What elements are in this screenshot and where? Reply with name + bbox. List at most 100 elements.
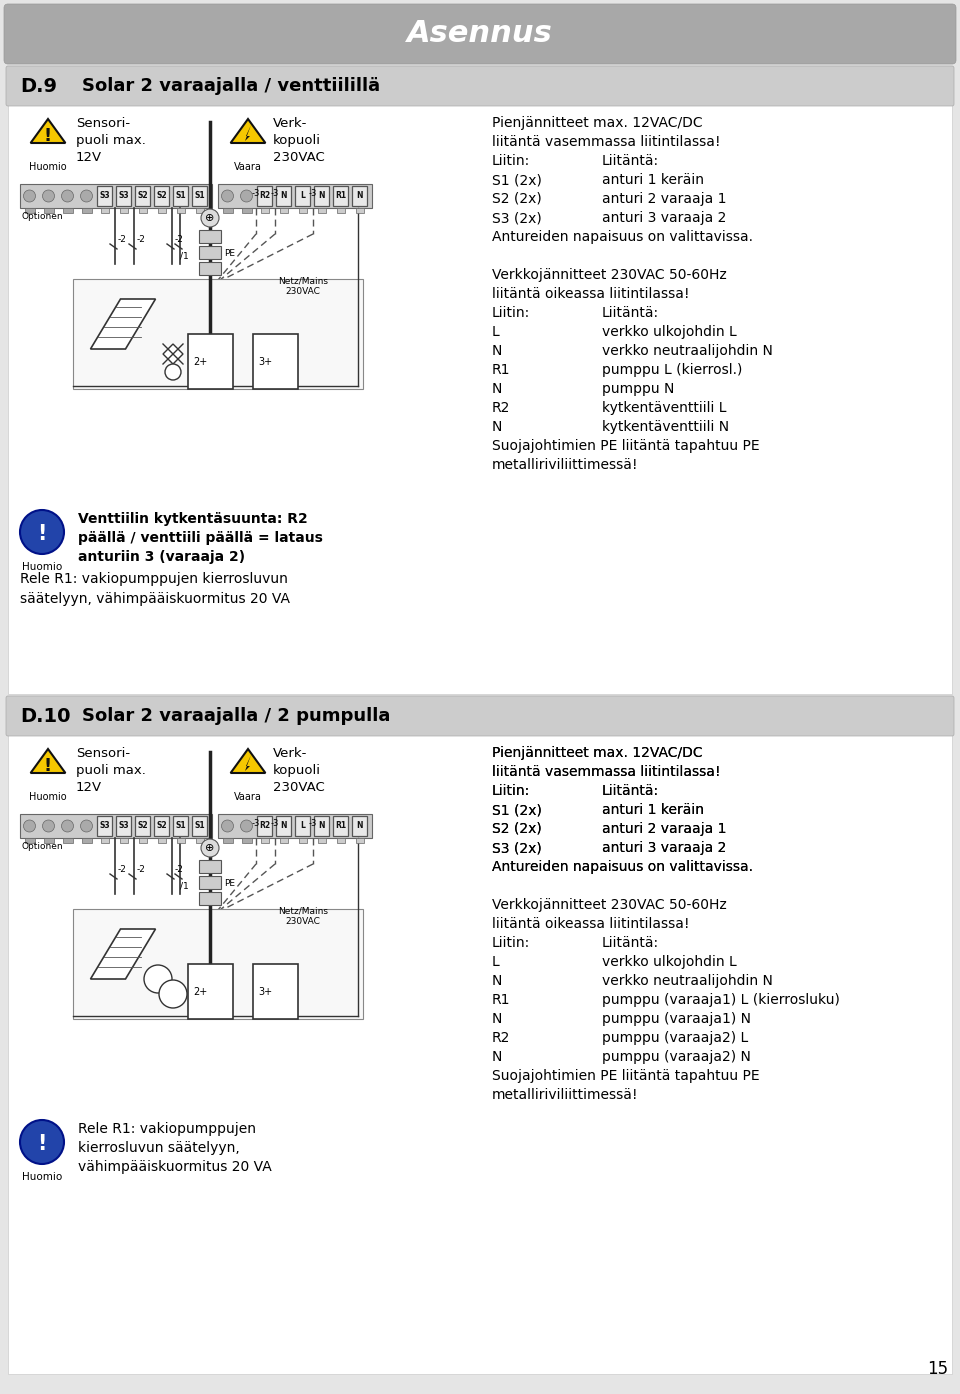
Text: !: ! [44, 757, 52, 775]
Text: N: N [319, 191, 324, 201]
Bar [352, 185, 367, 206]
Text: liitäntä vasemmassa liitintilassa!: liitäntä vasemmassa liitintilassa! [492, 765, 721, 779]
Bar [199, 262, 221, 275]
Text: Vaara: Vaara [234, 792, 262, 802]
Circle shape [222, 190, 233, 202]
Polygon shape [31, 749, 65, 774]
Text: L: L [300, 191, 305, 201]
Text: N: N [319, 821, 324, 831]
Circle shape [144, 965, 172, 993]
Text: R2: R2 [259, 191, 270, 201]
Text: S3: S3 [99, 821, 109, 831]
Text: -3: -3 [309, 820, 317, 828]
Circle shape [81, 820, 92, 832]
Circle shape [81, 190, 92, 202]
Circle shape [222, 820, 233, 832]
Text: S1 (2x): S1 (2x) [492, 173, 541, 187]
Text: Optionen: Optionen [22, 842, 63, 850]
Circle shape [42, 190, 55, 202]
Bar [173, 815, 188, 836]
Bar [82, 838, 91, 843]
Bar [295, 815, 310, 836]
Text: S1: S1 [194, 821, 204, 831]
Bar [192, 185, 207, 206]
Bar [135, 815, 150, 836]
Text: pumppu (varaaja2) L: pumppu (varaaja2) L [602, 1032, 748, 1046]
Bar [43, 838, 54, 843]
Polygon shape [163, 344, 183, 364]
Text: kierrosluvun säätelyyn,: kierrosluvun säätelyyn, [78, 1142, 240, 1156]
Text: N: N [280, 191, 287, 201]
FancyBboxPatch shape [6, 696, 954, 736]
Bar [257, 185, 272, 206]
Text: -2: -2 [137, 864, 146, 874]
Text: anturi 1 keräin: anturi 1 keräin [602, 803, 704, 817]
Text: L: L [492, 325, 500, 339]
Text: -3: -3 [271, 820, 279, 828]
Bar [333, 185, 348, 206]
Text: pumppu (varaaja1) N: pumppu (varaaja1) N [602, 1012, 751, 1026]
Bar [199, 875, 221, 889]
Text: S2 (2x): S2 (2x) [492, 822, 541, 836]
Bar [188, 965, 233, 1019]
Text: säätelyyn, vähimpääiskuormitus 20 VA: säätelyyn, vähimpääiskuormitus 20 VA [20, 592, 290, 606]
Text: anturi 3 varaaja 2: anturi 3 varaaja 2 [602, 841, 727, 855]
Bar [199, 245, 221, 259]
Text: pumppu (varaaja1) L (kierrosluku): pumppu (varaaja1) L (kierrosluku) [602, 993, 840, 1006]
Text: PE: PE [224, 250, 235, 258]
Text: anturi 3 varaaja 2: anturi 3 varaaja 2 [602, 210, 727, 224]
Bar [337, 838, 345, 843]
Bar [318, 838, 325, 843]
Circle shape [165, 364, 181, 381]
Bar [8, 735, 952, 1374]
Text: Antureiden napaisuus on valittavissa.: Antureiden napaisuus on valittavissa. [492, 860, 753, 874]
Text: S1: S1 [175, 821, 186, 831]
Text: Solar 2 varaajalla / 2 pumpulla: Solar 2 varaajalla / 2 pumpulla [82, 707, 391, 725]
Text: Liitin:: Liitin: [492, 153, 530, 169]
Bar [97, 185, 112, 206]
Bar [218, 184, 372, 208]
Bar [138, 208, 147, 213]
Bar [352, 815, 367, 836]
Text: N: N [492, 1012, 502, 1026]
Bar [73, 279, 363, 389]
Text: !: ! [37, 524, 47, 544]
Polygon shape [245, 756, 251, 771]
Bar [8, 105, 952, 694]
Text: S2: S2 [137, 191, 148, 201]
Bar [337, 208, 345, 213]
Text: pumppu (varaaja2) N: pumppu (varaaja2) N [602, 1050, 751, 1064]
Text: Pienjännitteet max. 12VAC/DC: Pienjännitteet max. 12VAC/DC [492, 746, 703, 760]
Text: S2 (2x): S2 (2x) [492, 822, 541, 836]
Text: anturi 1 keräin: anturi 1 keräin [602, 803, 704, 817]
Text: R1: R1 [335, 191, 346, 201]
Text: -2: -2 [175, 864, 184, 874]
Bar [25, 208, 35, 213]
Text: -2: -2 [137, 234, 146, 244]
Bar [177, 208, 184, 213]
Text: Liitin:: Liitin: [492, 783, 530, 797]
Text: verkko neutraalijohdin N: verkko neutraalijohdin N [602, 344, 773, 358]
Bar [97, 815, 112, 836]
Text: Suojajohtimien PE liitäntä tapahtuu PE: Suojajohtimien PE liitäntä tapahtuu PE [492, 439, 759, 453]
Bar [138, 838, 147, 843]
Text: anturi 3 varaaja 2: anturi 3 varaaja 2 [602, 841, 727, 855]
Text: !: ! [37, 1133, 47, 1154]
Bar [20, 814, 212, 838]
Text: Optionen: Optionen [22, 212, 63, 222]
Text: pumppu N: pumppu N [602, 382, 674, 396]
Text: Venttiilin kytkentäsuunta: R2: Venttiilin kytkentäsuunta: R2 [78, 512, 308, 526]
Text: L: L [300, 821, 305, 831]
Text: N: N [356, 191, 363, 201]
Text: Sensori-
puoli max.
12V: Sensori- puoli max. 12V [76, 747, 146, 795]
Text: S3: S3 [118, 191, 129, 201]
Circle shape [159, 980, 187, 1008]
Bar [314, 815, 329, 836]
Text: 15: 15 [926, 1361, 948, 1379]
Text: !: ! [44, 127, 52, 145]
Bar [199, 230, 221, 243]
Text: Huomio: Huomio [22, 1172, 62, 1182]
Bar [177, 838, 184, 843]
Text: Asennus: Asennus [407, 20, 553, 49]
Text: Verk-
kopuoli
230VAC: Verk- kopuoli 230VAC [273, 117, 324, 164]
